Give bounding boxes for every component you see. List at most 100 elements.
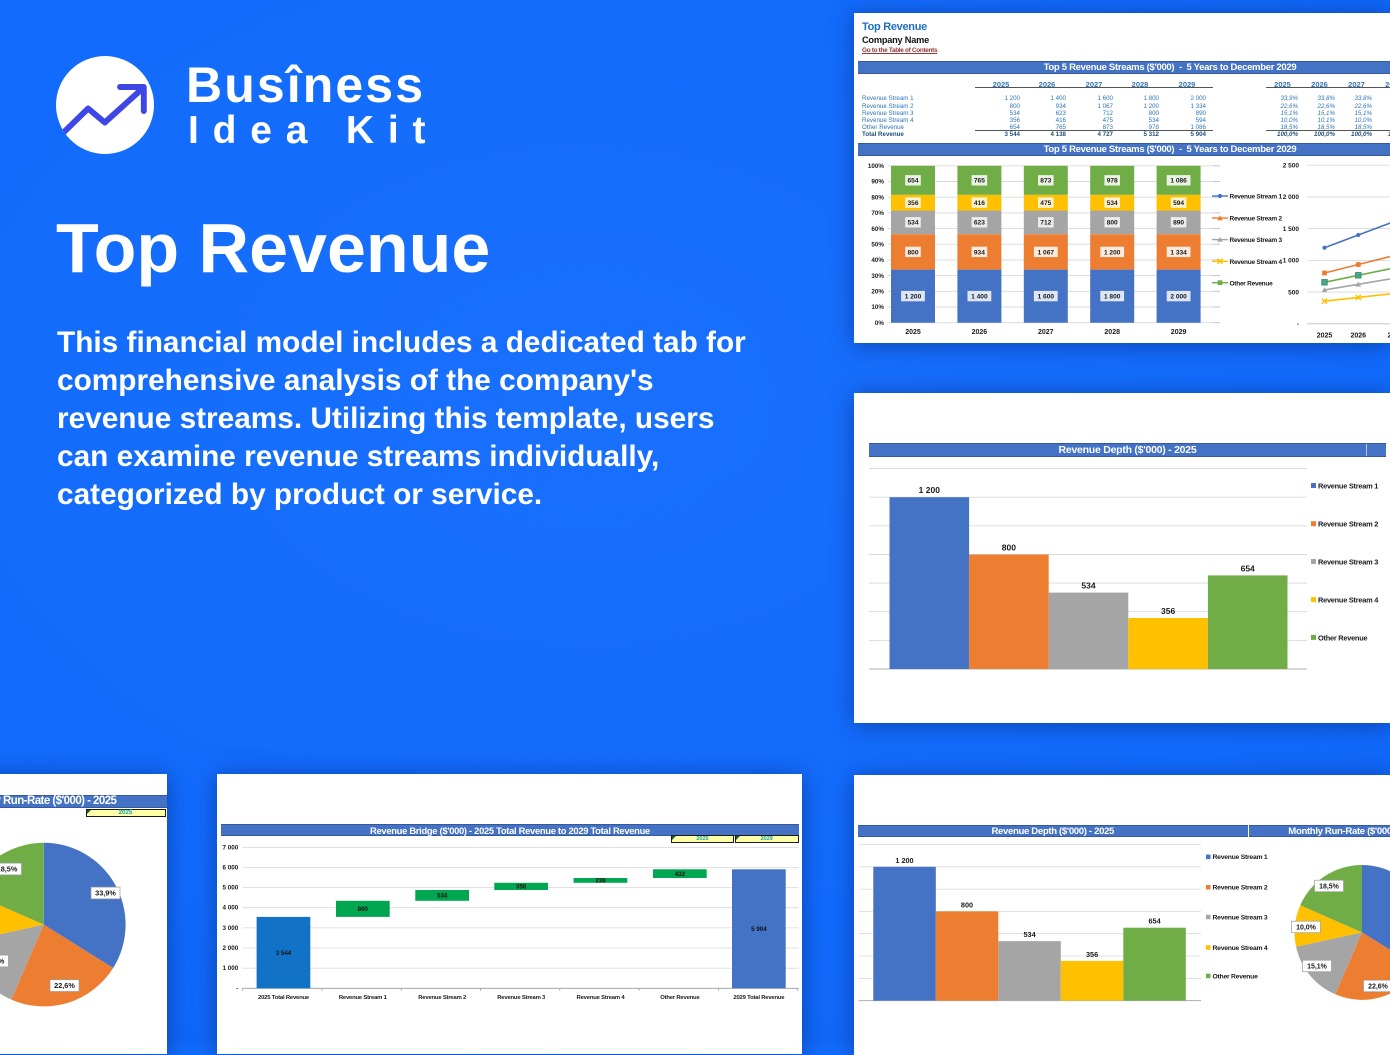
svg-text:2029 Total Revenue: 2029 Total Revenue	[733, 995, 785, 1001]
svg-text:654: 654	[907, 178, 918, 185]
svg-text:Revenue Stream 1: Revenue Stream 1	[1230, 194, 1283, 201]
svg-text:1 200: 1 200	[905, 294, 922, 301]
svg-text:40%: 40%	[871, 257, 884, 264]
svg-text:1 334: 1 334	[1170, 249, 1187, 256]
svg-text:Other Revenue: Other Revenue	[1318, 633, 1367, 642]
svg-text:Revenue Stream 3: Revenue Stream 3	[497, 995, 546, 1001]
svg-text:1 400: 1 400	[971, 294, 988, 301]
svg-text:534: 534	[437, 893, 448, 900]
svg-text:20%: 20%	[871, 289, 884, 296]
svg-text:654: 654	[1149, 917, 1162, 926]
svg-text:356: 356	[1086, 950, 1098, 959]
svg-text:2026: 2026	[972, 329, 988, 336]
svg-text:Revenue Stream 1: Revenue Stream 1	[339, 995, 388, 1001]
svg-text:800: 800	[358, 906, 369, 913]
svg-text:Revenue Stream 3: Revenue Stream 3	[1213, 914, 1268, 921]
svg-text:Other Revenue: Other Revenue	[1230, 280, 1274, 287]
svg-text:70%: 70%	[871, 210, 884, 217]
svg-text:712: 712	[1040, 220, 1051, 227]
svg-text:800: 800	[1002, 543, 1016, 553]
svg-text:18,5%: 18,5%	[1319, 884, 1340, 891]
svg-text:Revenue Stream 2: Revenue Stream 2	[1230, 216, 1283, 223]
svg-text:15,1%: 15,1%	[0, 957, 5, 966]
svg-text:654: 654	[1241, 563, 1255, 573]
svg-text:60%: 60%	[871, 226, 884, 233]
svg-text:-: -	[1297, 321, 1299, 328]
svg-text:432: 432	[675, 871, 686, 878]
svg-text:534: 534	[1024, 930, 1037, 939]
svg-text:Revenue Stream 2: Revenue Stream 2	[1318, 520, 1378, 529]
svg-text:1 800: 1 800	[1104, 294, 1121, 301]
svg-text:800: 800	[907, 249, 918, 256]
svg-text:534: 534	[1081, 581, 1095, 591]
svg-text:Revenue Stream 4: Revenue Stream 4	[1318, 596, 1379, 605]
svg-text:5 000: 5 000	[223, 885, 239, 892]
svg-text:2025: 2025	[1317, 333, 1333, 340]
svg-text:10,0%: 10,0%	[1296, 925, 1317, 932]
svg-text:2 000: 2 000	[1283, 194, 1300, 201]
svg-text:Other Revenue: Other Revenue	[660, 995, 700, 1001]
svg-text:934: 934	[974, 249, 985, 256]
svg-text:90%: 90%	[871, 179, 884, 186]
svg-text:2025: 2025	[905, 329, 921, 336]
svg-text:Revenue Stream 4: Revenue Stream 4	[1213, 945, 1268, 952]
svg-text:534: 534	[907, 220, 918, 227]
svg-text:Revenue Stream 1: Revenue Stream 1	[1318, 481, 1378, 490]
svg-text:Other Revenue: Other Revenue	[1213, 973, 1259, 980]
svg-text:238: 238	[595, 878, 606, 885]
svg-text:Revenue Stream 4: Revenue Stream 4	[577, 995, 626, 1001]
svg-text:1 500: 1 500	[1283, 226, 1300, 233]
svg-text:33,9%: 33,9%	[95, 889, 116, 898]
svg-text:6 000: 6 000	[223, 864, 239, 871]
svg-text:Revenue Stream 2: Revenue Stream 2	[418, 995, 467, 1001]
svg-text:5 904: 5 904	[751, 926, 767, 933]
svg-text:1 000: 1 000	[1283, 258, 1300, 265]
svg-text:356: 356	[1161, 606, 1175, 616]
svg-text:80%: 80%	[871, 194, 884, 201]
svg-text:623: 623	[974, 220, 985, 227]
svg-text:Revenue Stream 3: Revenue Stream 3	[1230, 237, 1283, 244]
svg-text:3 000: 3 000	[223, 925, 239, 932]
svg-text:1 086: 1 086	[1170, 178, 1187, 185]
svg-text:2 000: 2 000	[1170, 294, 1187, 301]
svg-text:2028: 2028	[1104, 329, 1120, 336]
svg-text:978: 978	[1107, 178, 1118, 185]
svg-text:534: 534	[1107, 200, 1118, 207]
svg-text:765: 765	[974, 178, 985, 185]
svg-text:2029: 2029	[1171, 329, 1187, 336]
svg-text:Revenue Stream 4: Revenue Stream 4	[1230, 259, 1283, 266]
svg-text:800: 800	[961, 900, 973, 909]
svg-text:873: 873	[1040, 178, 1051, 185]
svg-text:1 067: 1 067	[1038, 249, 1055, 256]
svg-text:Revenue Stream 2: Revenue Stream 2	[1213, 885, 1268, 892]
svg-text:7 000: 7 000	[223, 844, 239, 851]
svg-text:1 200: 1 200	[1104, 249, 1121, 256]
svg-text:500: 500	[1288, 289, 1299, 296]
svg-text:Revenue Stream 3: Revenue Stream 3	[1318, 557, 1378, 566]
svg-text:800: 800	[1107, 220, 1118, 227]
svg-text:2025 Total Revenue: 2025 Total Revenue	[258, 995, 310, 1001]
svg-text:15,1%: 15,1%	[1307, 964, 1328, 971]
svg-text:100%: 100%	[868, 163, 885, 170]
svg-text:1 600: 1 600	[1038, 294, 1055, 301]
svg-text:18,5%: 18,5%	[0, 865, 18, 874]
svg-text:30%: 30%	[871, 273, 884, 280]
svg-text:890: 890	[1173, 220, 1184, 227]
svg-text:2 500: 2 500	[1283, 162, 1300, 169]
svg-text:1 200: 1 200	[895, 856, 913, 865]
svg-text:22,6%: 22,6%	[1368, 984, 1389, 991]
svg-text:-: -	[236, 985, 238, 992]
svg-text:356: 356	[516, 884, 527, 891]
svg-text:2027: 2027	[1038, 329, 1054, 336]
svg-text:1 000: 1 000	[223, 965, 239, 972]
svg-text:3 544: 3 544	[276, 950, 292, 957]
svg-text:10%: 10%	[871, 304, 884, 311]
svg-text:594: 594	[1173, 200, 1184, 207]
svg-text:4 000: 4 000	[223, 905, 239, 912]
svg-text:416: 416	[974, 200, 985, 207]
svg-text:475: 475	[1040, 200, 1051, 207]
svg-text:1 200: 1 200	[919, 485, 941, 495]
svg-text:50%: 50%	[871, 242, 884, 249]
svg-text:0%: 0%	[875, 320, 885, 327]
svg-text:2 000: 2 000	[223, 945, 239, 952]
